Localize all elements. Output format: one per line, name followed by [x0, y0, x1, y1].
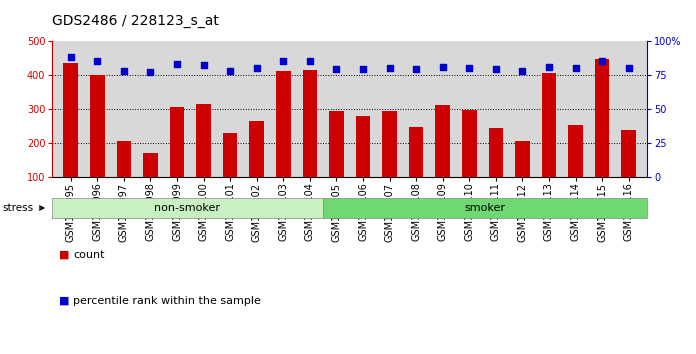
- Point: [384, 65, 395, 71]
- Point: [490, 67, 501, 72]
- Bar: [515, 141, 530, 211]
- Text: stress: stress: [3, 203, 44, 213]
- Bar: [249, 121, 264, 211]
- Point: [464, 65, 475, 71]
- Point: [596, 58, 608, 64]
- Bar: [622, 130, 636, 211]
- Point: [517, 68, 528, 74]
- Point: [437, 64, 448, 69]
- Bar: [329, 111, 344, 211]
- Bar: [63, 63, 78, 211]
- Bar: [462, 109, 477, 211]
- Text: ■: ■: [59, 250, 70, 260]
- Point: [118, 68, 129, 74]
- Text: non-smoker: non-smoker: [155, 203, 221, 213]
- Point: [304, 58, 315, 64]
- Bar: [356, 116, 370, 211]
- Bar: [323, 198, 647, 218]
- Point: [145, 69, 156, 75]
- Bar: [303, 70, 317, 211]
- Point: [331, 67, 342, 72]
- Text: percentile rank within the sample: percentile rank within the sample: [73, 296, 261, 306]
- Point: [411, 67, 422, 72]
- Bar: [170, 107, 184, 211]
- Point: [544, 64, 555, 69]
- Bar: [436, 105, 450, 211]
- Point: [198, 62, 209, 68]
- Bar: [90, 75, 104, 211]
- Text: smoker: smoker: [464, 203, 505, 213]
- Bar: [595, 59, 610, 211]
- Bar: [196, 104, 211, 211]
- Bar: [489, 127, 503, 211]
- Bar: [52, 198, 323, 218]
- Point: [225, 68, 236, 74]
- Bar: [568, 125, 583, 211]
- Bar: [223, 133, 237, 211]
- Point: [92, 58, 103, 64]
- Text: count: count: [73, 250, 104, 260]
- Point: [251, 65, 262, 71]
- Bar: [409, 127, 423, 211]
- Text: ■: ■: [59, 296, 70, 306]
- Bar: [143, 153, 158, 211]
- Bar: [117, 141, 132, 211]
- Bar: [382, 110, 397, 211]
- Bar: [541, 73, 556, 211]
- Point: [278, 58, 289, 64]
- Point: [65, 54, 77, 60]
- Point: [623, 65, 634, 71]
- Point: [570, 65, 581, 71]
- Bar: [276, 72, 291, 211]
- Text: GDS2486 / 228123_s_at: GDS2486 / 228123_s_at: [52, 14, 219, 28]
- Point: [358, 67, 369, 72]
- Point: [171, 61, 182, 67]
